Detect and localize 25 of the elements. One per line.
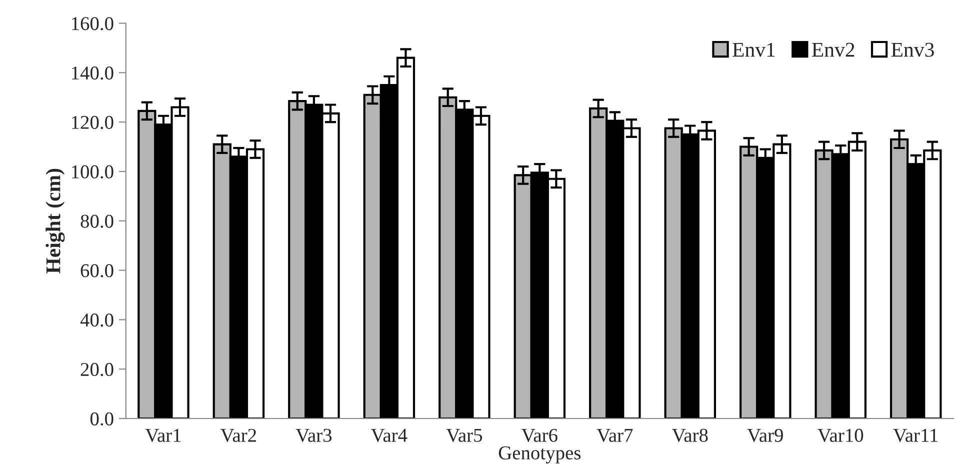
y-tick-label: 20.0 xyxy=(80,362,114,376)
y-tick-label: 140.0 xyxy=(72,66,114,80)
x-tick-label: Var2 xyxy=(220,428,256,442)
x-tick-label: Var11 xyxy=(893,428,938,442)
y-axis-title: Height (cm) xyxy=(46,168,65,274)
x-tick-label: Var5 xyxy=(446,428,482,442)
legend-label: Env2 xyxy=(812,42,854,57)
x-tick-label: Var1 xyxy=(145,428,181,442)
legend-label: Env1 xyxy=(732,42,775,57)
y-tick-label: 120.0 xyxy=(72,116,114,130)
x-tick-label: Var6 xyxy=(522,428,558,442)
x-axis-title: Genotypes xyxy=(498,446,581,464)
y-tick-label: 60.0 xyxy=(80,264,114,278)
y-tick-label: 0.0 xyxy=(90,412,114,426)
y-tick-label: 80.0 xyxy=(80,214,114,228)
legend-label: Env3 xyxy=(891,42,934,57)
x-tick-label: Var9 xyxy=(747,428,783,442)
x-tick-label: Var10 xyxy=(818,428,864,442)
y-tick-label: 160.0 xyxy=(72,17,114,30)
x-tick-label: Var4 xyxy=(371,428,408,442)
y-tick-label: 40.0 xyxy=(80,314,114,327)
y-tick-label: 100.0 xyxy=(72,165,114,178)
x-tick-label: Var8 xyxy=(672,428,708,442)
x-tick-label: Var3 xyxy=(296,428,332,442)
x-tick-label: Var7 xyxy=(596,428,633,442)
